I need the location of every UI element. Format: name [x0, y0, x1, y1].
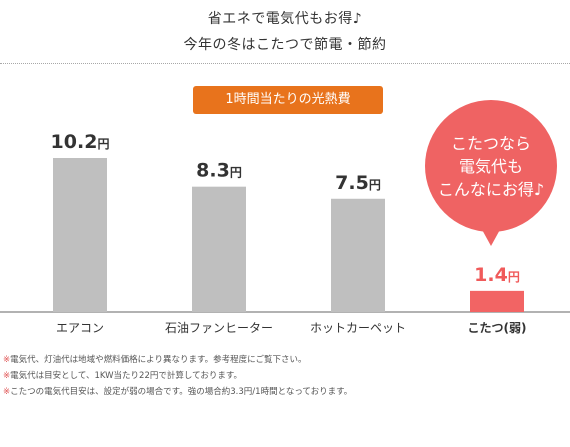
bar [331, 198, 385, 312]
callout-pointer [480, 226, 502, 246]
chart-title-badge: 1時間当たりの光熱費 [193, 86, 383, 114]
data-label: 7.5円 [335, 172, 381, 194]
dotted-divider [0, 63, 570, 64]
data-label: 10.2円 [51, 131, 110, 153]
x-tick-label: エアコン [56, 321, 104, 335]
bar [470, 290, 524, 312]
bar [53, 158, 107, 312]
x-tick-label: ホットカーペット [310, 321, 406, 335]
footnote-text: 電気代、灯油代は地域や燃料価格により異なります。参考程度にご覧下さい。 [10, 355, 307, 365]
footnote-mark: ※ [3, 355, 11, 365]
bar [192, 186, 246, 312]
callout-text: こんなにお得♪ [438, 180, 544, 199]
x-tick-label: こたつ(弱) [468, 320, 527, 335]
footnote-mark: ※ [3, 371, 11, 381]
header-line-1: 省エネで電気代もお得♪ [207, 11, 363, 27]
footnote-2: ※電気代は目安として、1KW当たり22円で計算しております。 [3, 368, 568, 384]
callout-text: こたつなら [451, 134, 531, 153]
footnote-1: ※電気代、灯油代は地域や燃料価格により異なります。参考程度にご覧下さい。 [3, 352, 568, 368]
data-label: 8.3円 [196, 160, 242, 182]
callout-bubble [425, 100, 557, 232]
footnote-text: 電気代は目安として、1KW当たり22円で計算しております。 [10, 371, 242, 381]
header-line-2: 今年の冬はこたつで節電・節約 [183, 37, 387, 53]
x-tick-label: 石油ファンヒーター [165, 321, 273, 335]
callout-text: 電気代も [459, 157, 523, 176]
data-label: 1.4円 [474, 264, 520, 286]
footnote-mark: ※ [3, 387, 11, 397]
footnotes: ※電気代、灯油代は地域や燃料価格により異なります。参考程度にご覧下さい。 ※電気… [3, 352, 568, 400]
footnote-3: ※こたつの電気代目安は、設定が弱の場合です。強の場合約3.3円/1時間となってお… [3, 384, 568, 400]
footnote-text: こたつの電気代目安は、設定が弱の場合です。強の場合約3.3円/1時間となっており… [10, 387, 353, 397]
